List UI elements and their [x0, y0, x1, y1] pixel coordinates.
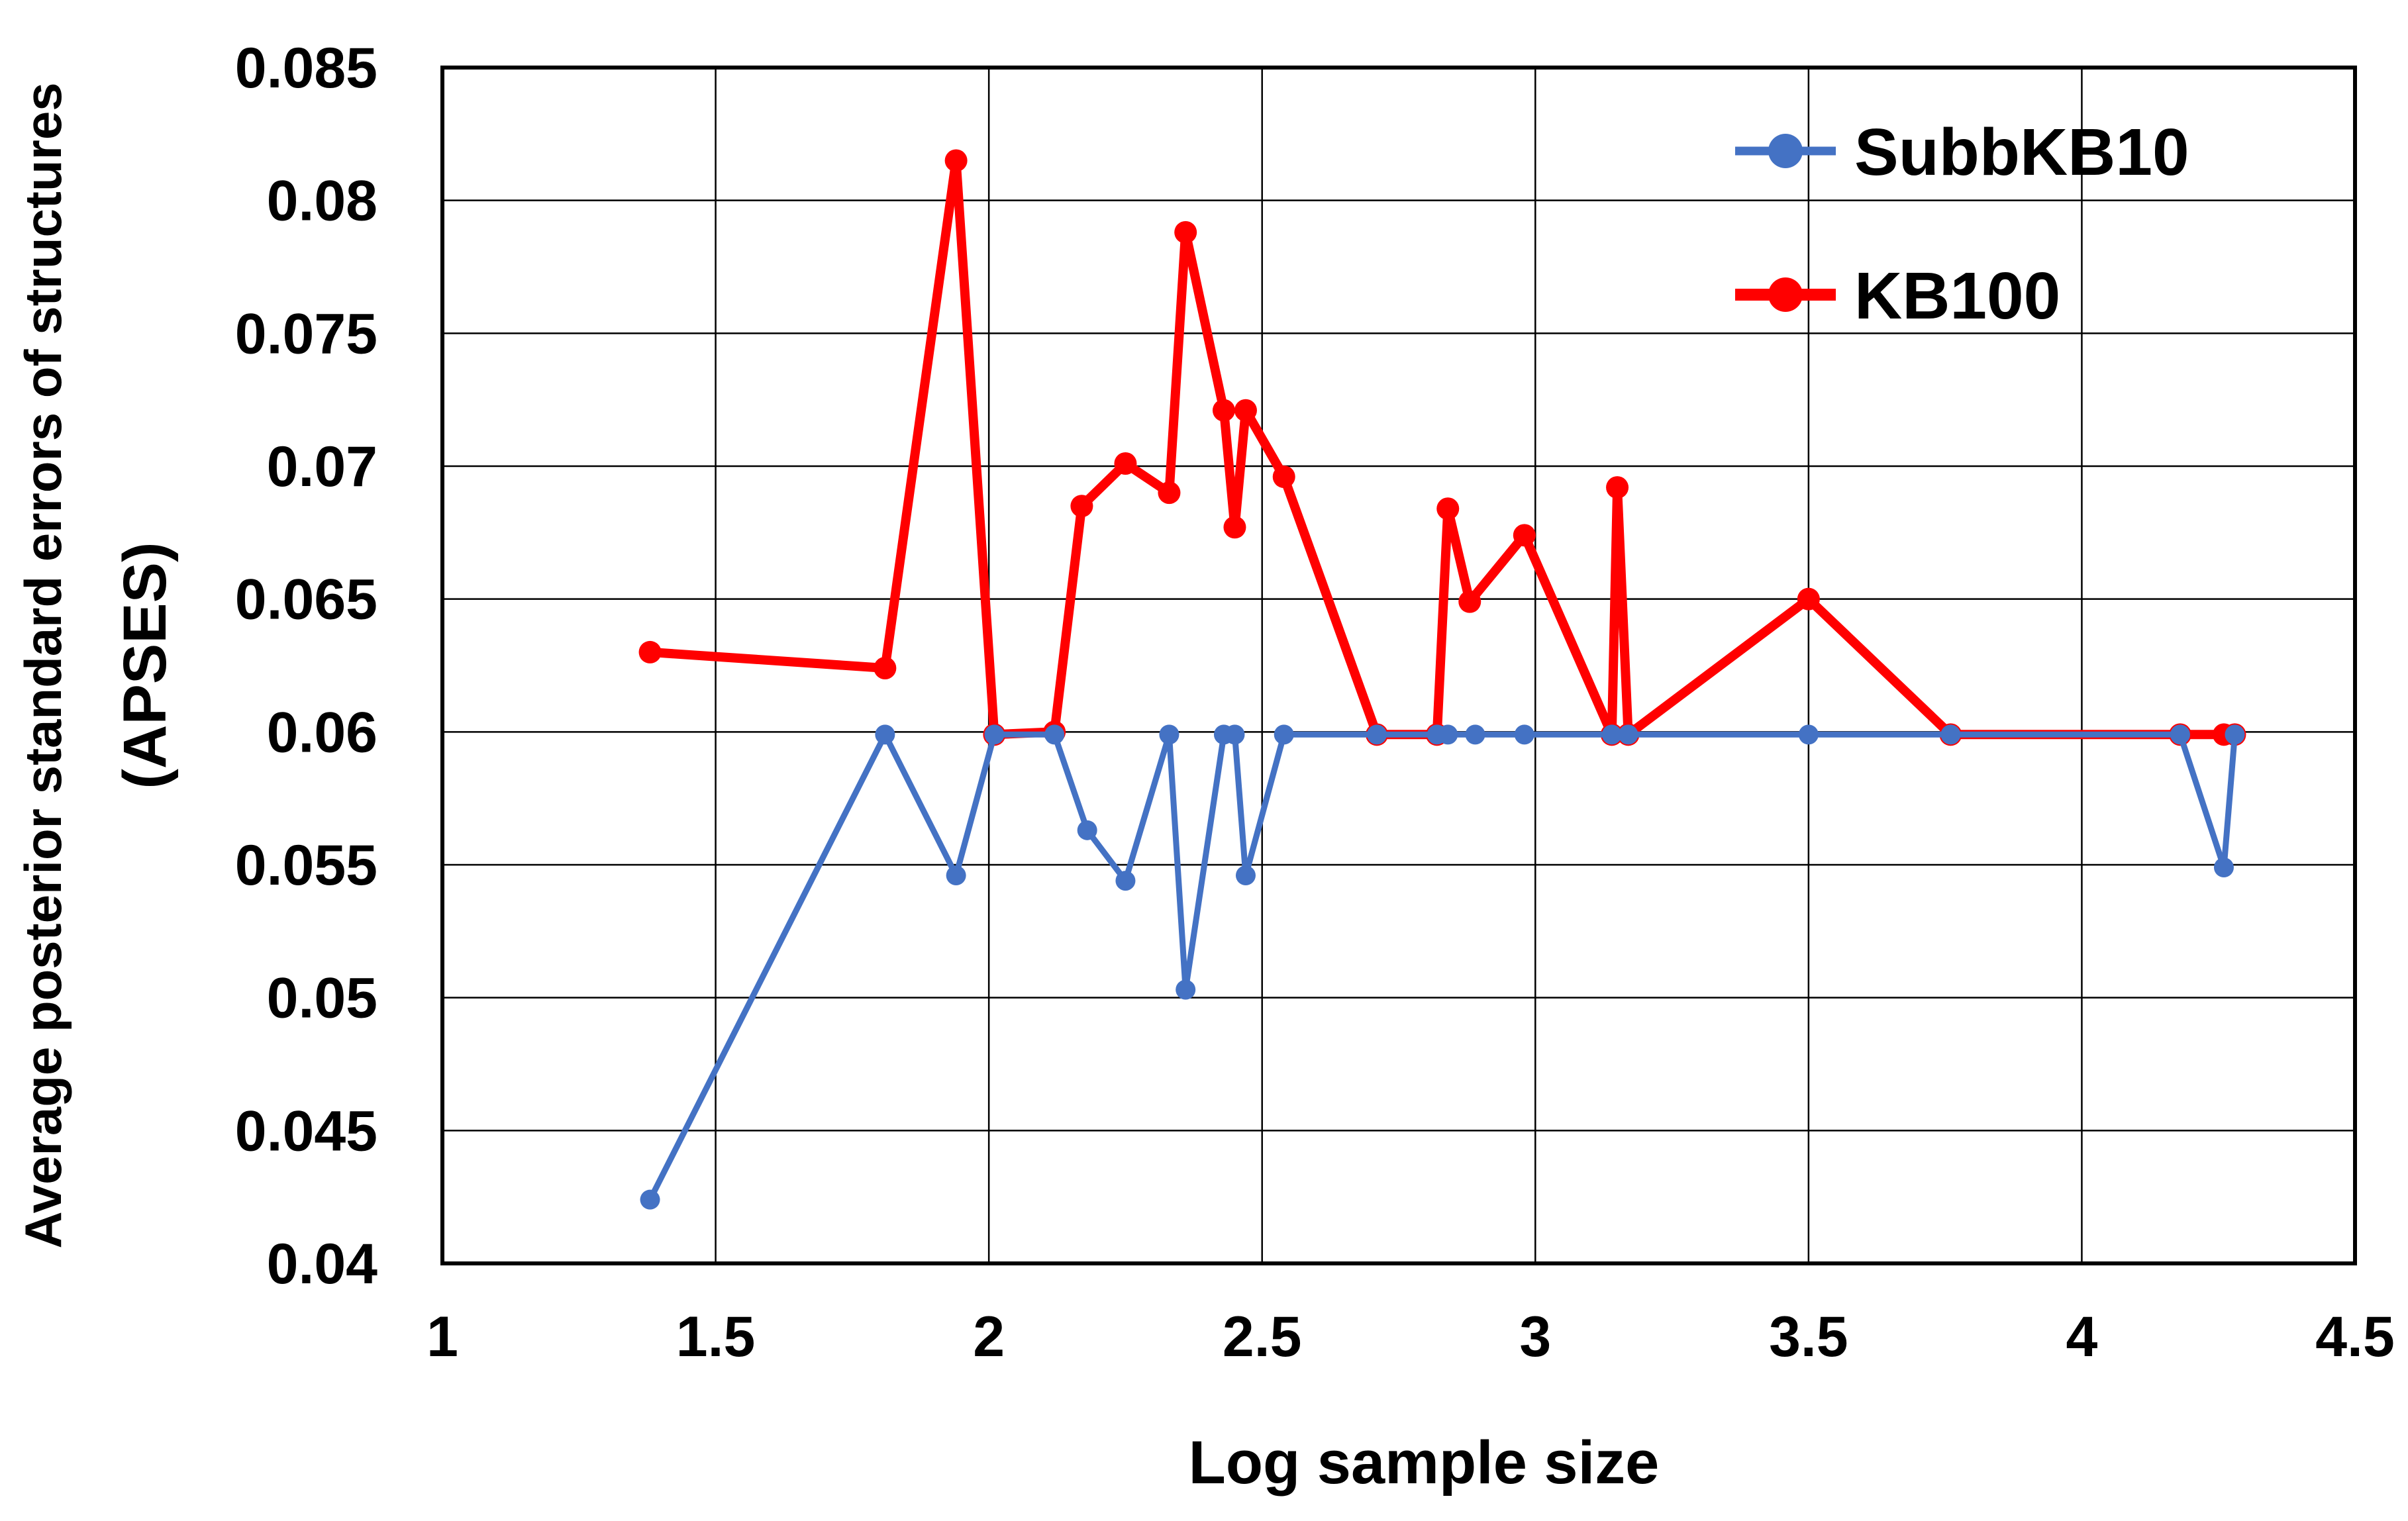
legend-item-kb100: KB100: [1735, 259, 2060, 333]
data-point: [984, 724, 1005, 745]
y-tick-label: 0.075: [235, 302, 377, 366]
x-tick-label: 2.5: [1223, 1305, 1302, 1369]
y-axis-title: Average posterior standard errors of str…: [14, 82, 72, 1248]
data-point: [1606, 476, 1629, 499]
data-point: [1438, 724, 1458, 745]
data-point: [1176, 979, 1196, 1000]
x-tick-label: 4.5: [2315, 1305, 2395, 1369]
data-point: [1174, 221, 1197, 244]
x-tick-label: 1.5: [676, 1305, 756, 1369]
x-tick-label: 2: [973, 1305, 1005, 1369]
data-point: [1159, 724, 1179, 745]
data-point: [1940, 724, 1961, 745]
data-point: [1366, 724, 1387, 745]
axes-layer: [440, 66, 2357, 1265]
data-point: [1077, 820, 1097, 840]
data-point: [875, 724, 895, 745]
series-layer: [638, 149, 2246, 1210]
data-point: [944, 149, 968, 172]
x-tick-label: 3: [1519, 1305, 1551, 1369]
y-tick-label: 0.055: [235, 834, 377, 897]
data-point: [2170, 724, 2190, 745]
data-point: [1436, 497, 1460, 520]
grid-layer: [441, 66, 2356, 1265]
data-point: [638, 640, 662, 663]
y-tick-label: 0.05: [267, 967, 377, 1030]
data-point: [1274, 724, 1294, 745]
y-axis-title-line2: (APSES): [111, 542, 179, 789]
data-point: [1225, 724, 1245, 745]
data-point: [1223, 516, 1246, 539]
x-axis-title: Log sample size: [1189, 1429, 1660, 1496]
legend-swatch-marker: [1768, 134, 1803, 168]
y-tick-label: 0.08: [267, 170, 377, 233]
tick-label-layer: 1 1.5 2 2.5 3 3.5 4 4.5 0.04 0.045 0.05 0.055 0.06 0.…: [235, 36, 2395, 1369]
data-point: [1044, 724, 1065, 745]
data-point: [1601, 724, 1622, 745]
data-point: [640, 1189, 660, 1210]
series-kb100: [638, 149, 2246, 746]
x-tick-label: 1: [426, 1305, 458, 1369]
legend-item-subbkb10: SubbKB10: [1735, 115, 2189, 189]
x-tick-label: 3.5: [1769, 1305, 1848, 1369]
legend: SubbKB10 KB100: [1735, 115, 2189, 333]
data-point: [1070, 495, 1093, 518]
data-point: [1514, 724, 1534, 745]
data-point: [1513, 524, 1536, 547]
data-point: [2225, 724, 2245, 745]
y-tick-label: 0.045: [235, 1099, 377, 1163]
y-tick-label: 0.06: [267, 701, 377, 764]
data-point: [1234, 399, 1257, 422]
data-point: [1458, 590, 1481, 613]
data-point: [946, 865, 966, 886]
data-point: [874, 657, 897, 680]
data-point: [1272, 466, 1295, 489]
legend-label: KB100: [1854, 259, 2060, 333]
data-point: [1235, 865, 1256, 886]
data-point: [1114, 452, 1137, 475]
y-tick-label: 0.04: [267, 1232, 378, 1296]
data-point: [1798, 724, 1819, 745]
plot-frame: [440, 66, 2357, 1265]
x-tick-label: 4: [2066, 1305, 2098, 1369]
data-point: [1212, 399, 1235, 422]
data-point: [1158, 481, 1181, 505]
data-point: [1618, 724, 1638, 745]
legend-label: SubbKB10: [1854, 115, 2189, 189]
data-point: [2213, 858, 2234, 878]
legend-swatch-marker: [1768, 277, 1803, 312]
series-line: [645, 156, 2240, 740]
data-point: [1115, 871, 1136, 891]
series-subbkb10: [640, 724, 2245, 1210]
data-point: [1797, 587, 1820, 611]
y-tick-label: 0.085: [235, 36, 377, 100]
data-point: [1465, 724, 1485, 745]
y-tick-label: 0.07: [267, 435, 377, 499]
y-tick-label: 0.065: [235, 568, 377, 632]
